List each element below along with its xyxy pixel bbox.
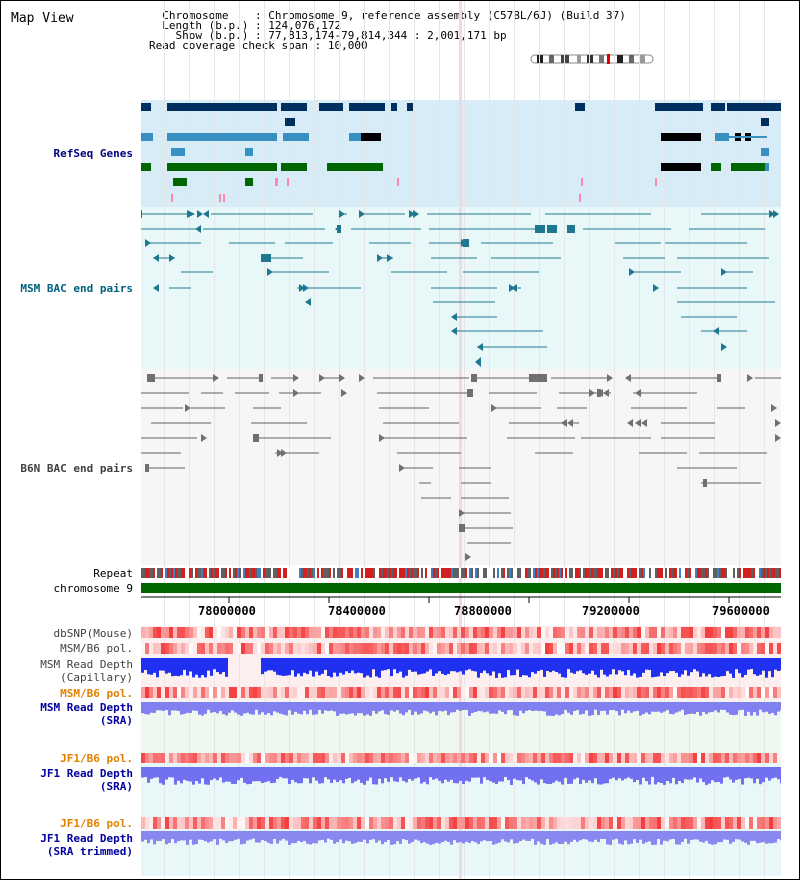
refseq-genes-label: RefSeq Genes — [53, 147, 133, 160]
b6n-bac-end-pairs-track[interactable] — [141, 369, 781, 565]
msm-b6-pol-strip-2 — [141, 687, 781, 698]
show-value: 77,813,174-79,814,344 : 2,001,171 bp — [268, 29, 507, 42]
ruler-tick-label: 78000000 — [198, 604, 256, 618]
jf1-b6-pol-strip-2 — [141, 817, 781, 829]
grid-line — [239, 1, 240, 879]
grid-line — [739, 1, 740, 879]
repeat-track[interactable] — [141, 568, 781, 580]
msm-read-depth-sra-plot — [141, 702, 781, 716]
jf1-b6-pol-label: JF1/B6 pol. — [60, 752, 133, 765]
center-marker — [459, 1, 462, 879]
grid-line — [164, 1, 165, 879]
grid-line — [639, 1, 640, 879]
grid-line — [539, 1, 540, 879]
msm-b6-pol-strip — [141, 643, 781, 654]
chromosome-bar — [141, 583, 781, 593]
chromosome-info: Chromosome : Chromosome 9, reference ass… — [149, 9, 626, 52]
jf1-read-depth-trimmed-plot — [141, 831, 781, 845]
chromosome-ideogram[interactable] — [529, 53, 659, 65]
grid-line — [514, 1, 515, 879]
msm-read-depth-capillary-sublabel: (Capillary) — [60, 671, 133, 684]
msm-bac-end-pairs-label: MSM BAC end pairs — [20, 282, 133, 295]
coordinate-ruler — [141, 596, 781, 603]
msm-read-depth-capillary-label: MSM Read Depth — [40, 658, 133, 671]
ruler-tick-label: 79600000 — [712, 604, 770, 618]
grid-line — [389, 1, 390, 879]
grid-line — [589, 1, 590, 879]
dbsnp-strip — [141, 627, 781, 638]
chromosome-key: Chromosome — [162, 9, 229, 22]
jf1-read-depth-trimmed-label: JF1 Read Depth — [40, 832, 133, 845]
page-title: Map View — [11, 11, 74, 26]
msm-b6-pol-label-2: MSM/B6 pol. — [60, 687, 133, 700]
grid-line — [439, 1, 440, 879]
grid-line — [264, 1, 265, 879]
grid-line — [189, 1, 190, 879]
jf1-read-depth-sra-sublabel: (SRA) — [99, 780, 133, 793]
show-key: Show (b.p.) — [175, 29, 249, 42]
grid-line — [489, 1, 490, 879]
jf1-read-depth-sra-label: JF1 Read Depth — [40, 767, 133, 780]
coverage-value: 10,000 — [327, 39, 368, 52]
jf1-read-depth-sra-plot — [141, 767, 781, 785]
grid-line — [614, 1, 615, 879]
repeat-label: Repeat — [93, 567, 133, 580]
length-value: 124,076,172 — [268, 19, 342, 32]
msm-read-depth-capillary-plot — [141, 658, 781, 678]
grid-line — [314, 1, 315, 879]
ruler-tick-label: 78400000 — [328, 604, 386, 618]
grid-line — [339, 1, 340, 879]
length-key: Length (b.p.) — [162, 19, 249, 32]
grid-line — [289, 1, 290, 879]
msm-b6-pol-label: MSM/B6 pol. — [60, 642, 133, 655]
grid-line — [564, 1, 565, 879]
jf1-b6-pol-label-2: JF1/B6 pol. — [60, 817, 133, 830]
grid-line — [214, 1, 215, 879]
ruler-tick-label: 79200000 — [582, 604, 640, 618]
grid-line — [764, 1, 765, 879]
chromosome-value: Chromosome 9, reference assembly (C57BL/… — [268, 9, 626, 22]
b6n-bac-end-pairs-label: B6N BAC end pairs — [20, 462, 133, 475]
grid-line — [364, 1, 365, 879]
chromosome-label: chromosome 9 — [53, 582, 133, 595]
jf1-b6-pol-strip — [141, 753, 781, 763]
grid-line — [464, 1, 465, 879]
msm-read-depth-sra-sublabel: (SRA) — [99, 714, 133, 727]
dbsnp-label: dbSNP(Mouse) — [53, 627, 133, 640]
ruler-tick-label: 78800000 — [454, 604, 512, 618]
jf1-read-depth-trimmed-sublabel: (SRA trimmed) — [46, 845, 133, 858]
msm-bac-end-pairs-track[interactable] — [141, 207, 781, 369]
grid-line — [664, 1, 665, 879]
depth-plots[interactable] — [141, 626, 781, 876]
grid-line — [689, 1, 690, 879]
coverage-key: Read coverage check span — [149, 39, 308, 52]
grid-line — [414, 1, 415, 879]
grid-line — [714, 1, 715, 879]
msm-read-depth-sra-label: MSM Read Depth — [40, 701, 133, 714]
refseq-genes-track[interactable] — [141, 100, 781, 207]
